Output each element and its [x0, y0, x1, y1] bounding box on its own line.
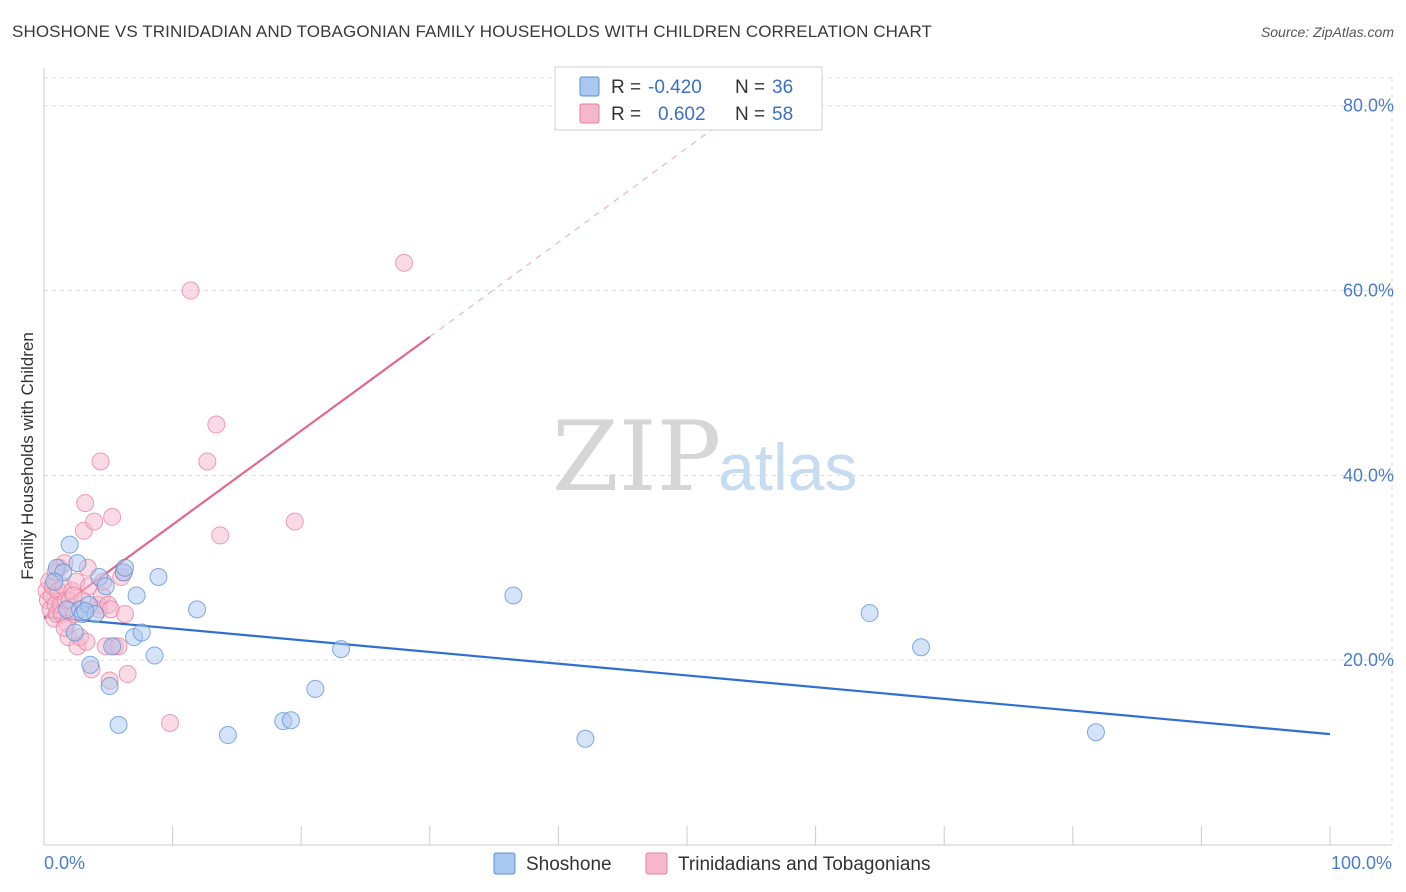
trend-layer — [43, 119, 1331, 736]
point-shoshone — [218, 726, 237, 745]
point-trinidadian — [118, 665, 137, 684]
series-legend-swatch-shoshone — [493, 852, 516, 875]
ticks-layer: 20.0% 40.0% 60.0% 80.0% 0.0% 100.0% — [44, 96, 1394, 873]
point-shoshone — [96, 577, 115, 596]
point-shoshone — [332, 640, 351, 659]
point-shoshone — [100, 677, 119, 696]
point-shoshone — [149, 568, 168, 587]
point-shoshone — [116, 558, 135, 577]
points-layer — [37, 253, 1105, 748]
point-shoshone — [576, 729, 595, 748]
point-shoshone — [132, 623, 151, 642]
point-shoshone — [60, 535, 79, 554]
point-trinidadian — [103, 507, 122, 526]
point-shoshone — [281, 711, 300, 730]
y-tick-label: 20.0% — [1343, 650, 1394, 670]
point-trinidadian — [395, 253, 414, 272]
legend-r-value-shoshone: -0.420 — [648, 77, 702, 98]
point-shoshone — [65, 623, 84, 642]
series-legend-swatch-trinidadian — [645, 852, 668, 875]
point-trinidadian — [76, 494, 95, 513]
trend-line-trinidadian — [43, 335, 431, 620]
point-trinidadian — [285, 512, 304, 531]
y-tick-label: 80.0% — [1343, 96, 1394, 116]
legend-swatch-shoshone — [579, 76, 600, 97]
legend-swatch-trinidadian — [579, 103, 600, 124]
correlation-legend: R = -0.420 N = 36 R = 0.602 N = 58 — [554, 66, 823, 131]
legend-r-label-trinidadian: R = — [611, 104, 641, 125]
point-shoshone — [145, 646, 164, 665]
legend-n-value-shoshone: 36 — [772, 77, 793, 98]
x-tick-label: 100.0% — [1331, 853, 1392, 873]
legend-r-label-shoshone: R = — [611, 77, 641, 98]
chart-title: SHOSHONE VS TRINIDADIAN AND TOBAGONIAN F… — [12, 22, 933, 41]
series-legend: Shoshone Trinidadians and Tobagonians — [493, 852, 930, 875]
trend-line-trinidadian-extrapolated — [429, 119, 726, 338]
point-shoshone — [306, 679, 325, 698]
series-legend-label-shoshone: Shoshone — [526, 854, 612, 875]
series-legend-label-trinidadian: Trinidadians and Tobagonians — [678, 854, 930, 875]
point-shoshone — [81, 655, 100, 674]
point-shoshone — [109, 715, 128, 734]
axes-layer — [43, 68, 1392, 846]
point-shoshone — [188, 600, 207, 619]
point-shoshone — [860, 604, 879, 623]
point-trinidadian — [211, 526, 230, 545]
legend-r-value-trinidadian: 0.602 — [658, 104, 706, 125]
legend-n-label-shoshone: N = — [735, 77, 765, 98]
y-tick-label: 40.0% — [1343, 465, 1394, 485]
trend-line-shoshone — [43, 615, 1331, 736]
point-shoshone — [1086, 723, 1105, 742]
point-trinidadian — [85, 512, 104, 531]
y-tick-label: 60.0% — [1343, 281, 1394, 301]
point-shoshone — [912, 638, 931, 657]
point-shoshone — [127, 586, 146, 605]
point-shoshone — [103, 637, 122, 656]
y-axis-label: Family Households with Children — [18, 332, 37, 580]
point-trinidadian — [181, 281, 200, 300]
x-tick-label: 0.0% — [44, 853, 85, 873]
point-trinidadian — [91, 452, 110, 471]
watermark-zip: ZIP — [552, 401, 721, 513]
legend-n-value-trinidadian: 58 — [772, 104, 793, 125]
watermark-atlas: atlas — [718, 430, 857, 504]
legend-n-label-trinidadian: N = — [735, 104, 765, 125]
point-shoshone — [68, 554, 87, 573]
point-shoshone — [504, 586, 523, 605]
point-trinidadian — [116, 604, 135, 623]
point-shoshone — [76, 602, 95, 621]
point-shoshone — [45, 572, 64, 591]
point-trinidadian — [161, 714, 180, 733]
source-label: Source: ZipAtlas.com — [1260, 24, 1394, 40]
point-trinidadian — [207, 415, 226, 434]
point-trinidadian — [198, 452, 217, 471]
